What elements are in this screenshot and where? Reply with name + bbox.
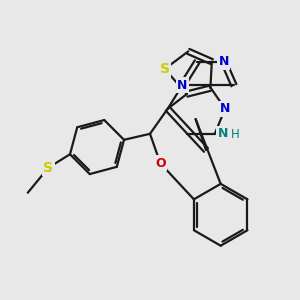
- Text: N: N: [220, 102, 230, 115]
- Text: N: N: [177, 79, 188, 92]
- Text: H: H: [231, 128, 240, 141]
- Text: N: N: [218, 55, 229, 68]
- Text: S: S: [44, 161, 53, 175]
- Text: N: N: [218, 127, 228, 140]
- Text: S: S: [160, 62, 170, 76]
- Text: O: O: [155, 157, 166, 170]
